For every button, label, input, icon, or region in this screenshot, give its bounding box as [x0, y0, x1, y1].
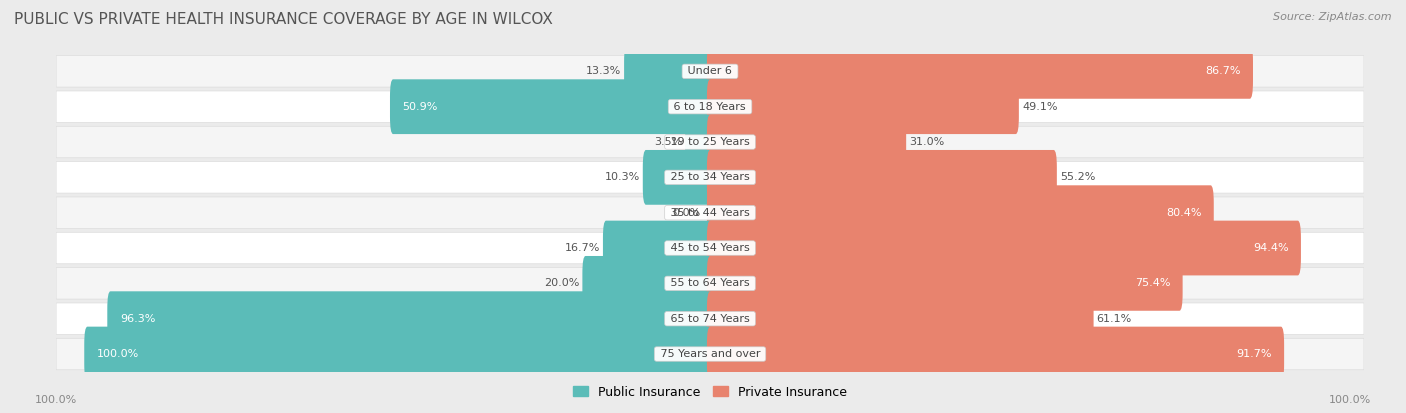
Text: 31.0%: 31.0% [910, 137, 945, 147]
Text: 94.4%: 94.4% [1253, 243, 1288, 253]
Text: 49.1%: 49.1% [1022, 102, 1057, 112]
FancyBboxPatch shape [56, 303, 1364, 335]
FancyBboxPatch shape [603, 221, 713, 275]
FancyBboxPatch shape [707, 256, 1182, 311]
FancyBboxPatch shape [84, 327, 713, 382]
Text: 100.0%: 100.0% [35, 395, 77, 405]
FancyBboxPatch shape [56, 56, 1364, 87]
FancyBboxPatch shape [56, 91, 1364, 122]
Text: Under 6: Under 6 [685, 66, 735, 76]
FancyBboxPatch shape [56, 126, 1364, 158]
FancyBboxPatch shape [707, 44, 1253, 99]
Text: 13.3%: 13.3% [586, 66, 621, 76]
FancyBboxPatch shape [56, 268, 1364, 299]
Text: 45 to 54 Years: 45 to 54 Years [666, 243, 754, 253]
Text: 6 to 18 Years: 6 to 18 Years [671, 102, 749, 112]
FancyBboxPatch shape [107, 291, 713, 346]
FancyBboxPatch shape [643, 150, 713, 205]
Text: 20.0%: 20.0% [544, 278, 579, 288]
FancyBboxPatch shape [389, 79, 713, 134]
Text: 86.7%: 86.7% [1205, 66, 1240, 76]
Text: 100.0%: 100.0% [97, 349, 139, 359]
Text: 19 to 25 Years: 19 to 25 Years [666, 137, 754, 147]
Text: 75.4%: 75.4% [1135, 278, 1170, 288]
FancyBboxPatch shape [707, 221, 1301, 275]
FancyBboxPatch shape [707, 79, 1019, 134]
Text: 0.0%: 0.0% [672, 208, 700, 218]
Text: 50.9%: 50.9% [402, 102, 437, 112]
FancyBboxPatch shape [707, 291, 1094, 346]
Text: 10.3%: 10.3% [605, 172, 640, 183]
Legend: Public Insurance, Private Insurance: Public Insurance, Private Insurance [568, 381, 852, 404]
FancyBboxPatch shape [56, 161, 1364, 193]
Text: 100.0%: 100.0% [1329, 395, 1371, 405]
Text: 96.3%: 96.3% [120, 314, 155, 324]
FancyBboxPatch shape [56, 338, 1364, 370]
FancyBboxPatch shape [707, 185, 1213, 240]
FancyBboxPatch shape [582, 256, 713, 311]
Text: 55.2%: 55.2% [1060, 172, 1095, 183]
FancyBboxPatch shape [707, 115, 905, 169]
FancyBboxPatch shape [624, 44, 713, 99]
Text: 35 to 44 Years: 35 to 44 Years [666, 208, 754, 218]
Text: Source: ZipAtlas.com: Source: ZipAtlas.com [1274, 12, 1392, 22]
Text: 75 Years and over: 75 Years and over [657, 349, 763, 359]
FancyBboxPatch shape [56, 197, 1364, 228]
Text: 55 to 64 Years: 55 to 64 Years [666, 278, 754, 288]
FancyBboxPatch shape [685, 115, 713, 169]
Text: PUBLIC VS PRIVATE HEALTH INSURANCE COVERAGE BY AGE IN WILCOX: PUBLIC VS PRIVATE HEALTH INSURANCE COVER… [14, 12, 553, 27]
Text: 91.7%: 91.7% [1236, 349, 1271, 359]
Text: 80.4%: 80.4% [1166, 208, 1201, 218]
FancyBboxPatch shape [707, 150, 1057, 205]
Text: 3.5%: 3.5% [654, 137, 682, 147]
FancyBboxPatch shape [56, 232, 1364, 264]
FancyBboxPatch shape [707, 327, 1284, 382]
Text: 25 to 34 Years: 25 to 34 Years [666, 172, 754, 183]
Text: 65 to 74 Years: 65 to 74 Years [666, 314, 754, 324]
Text: 61.1%: 61.1% [1097, 314, 1132, 324]
Text: 16.7%: 16.7% [564, 243, 600, 253]
